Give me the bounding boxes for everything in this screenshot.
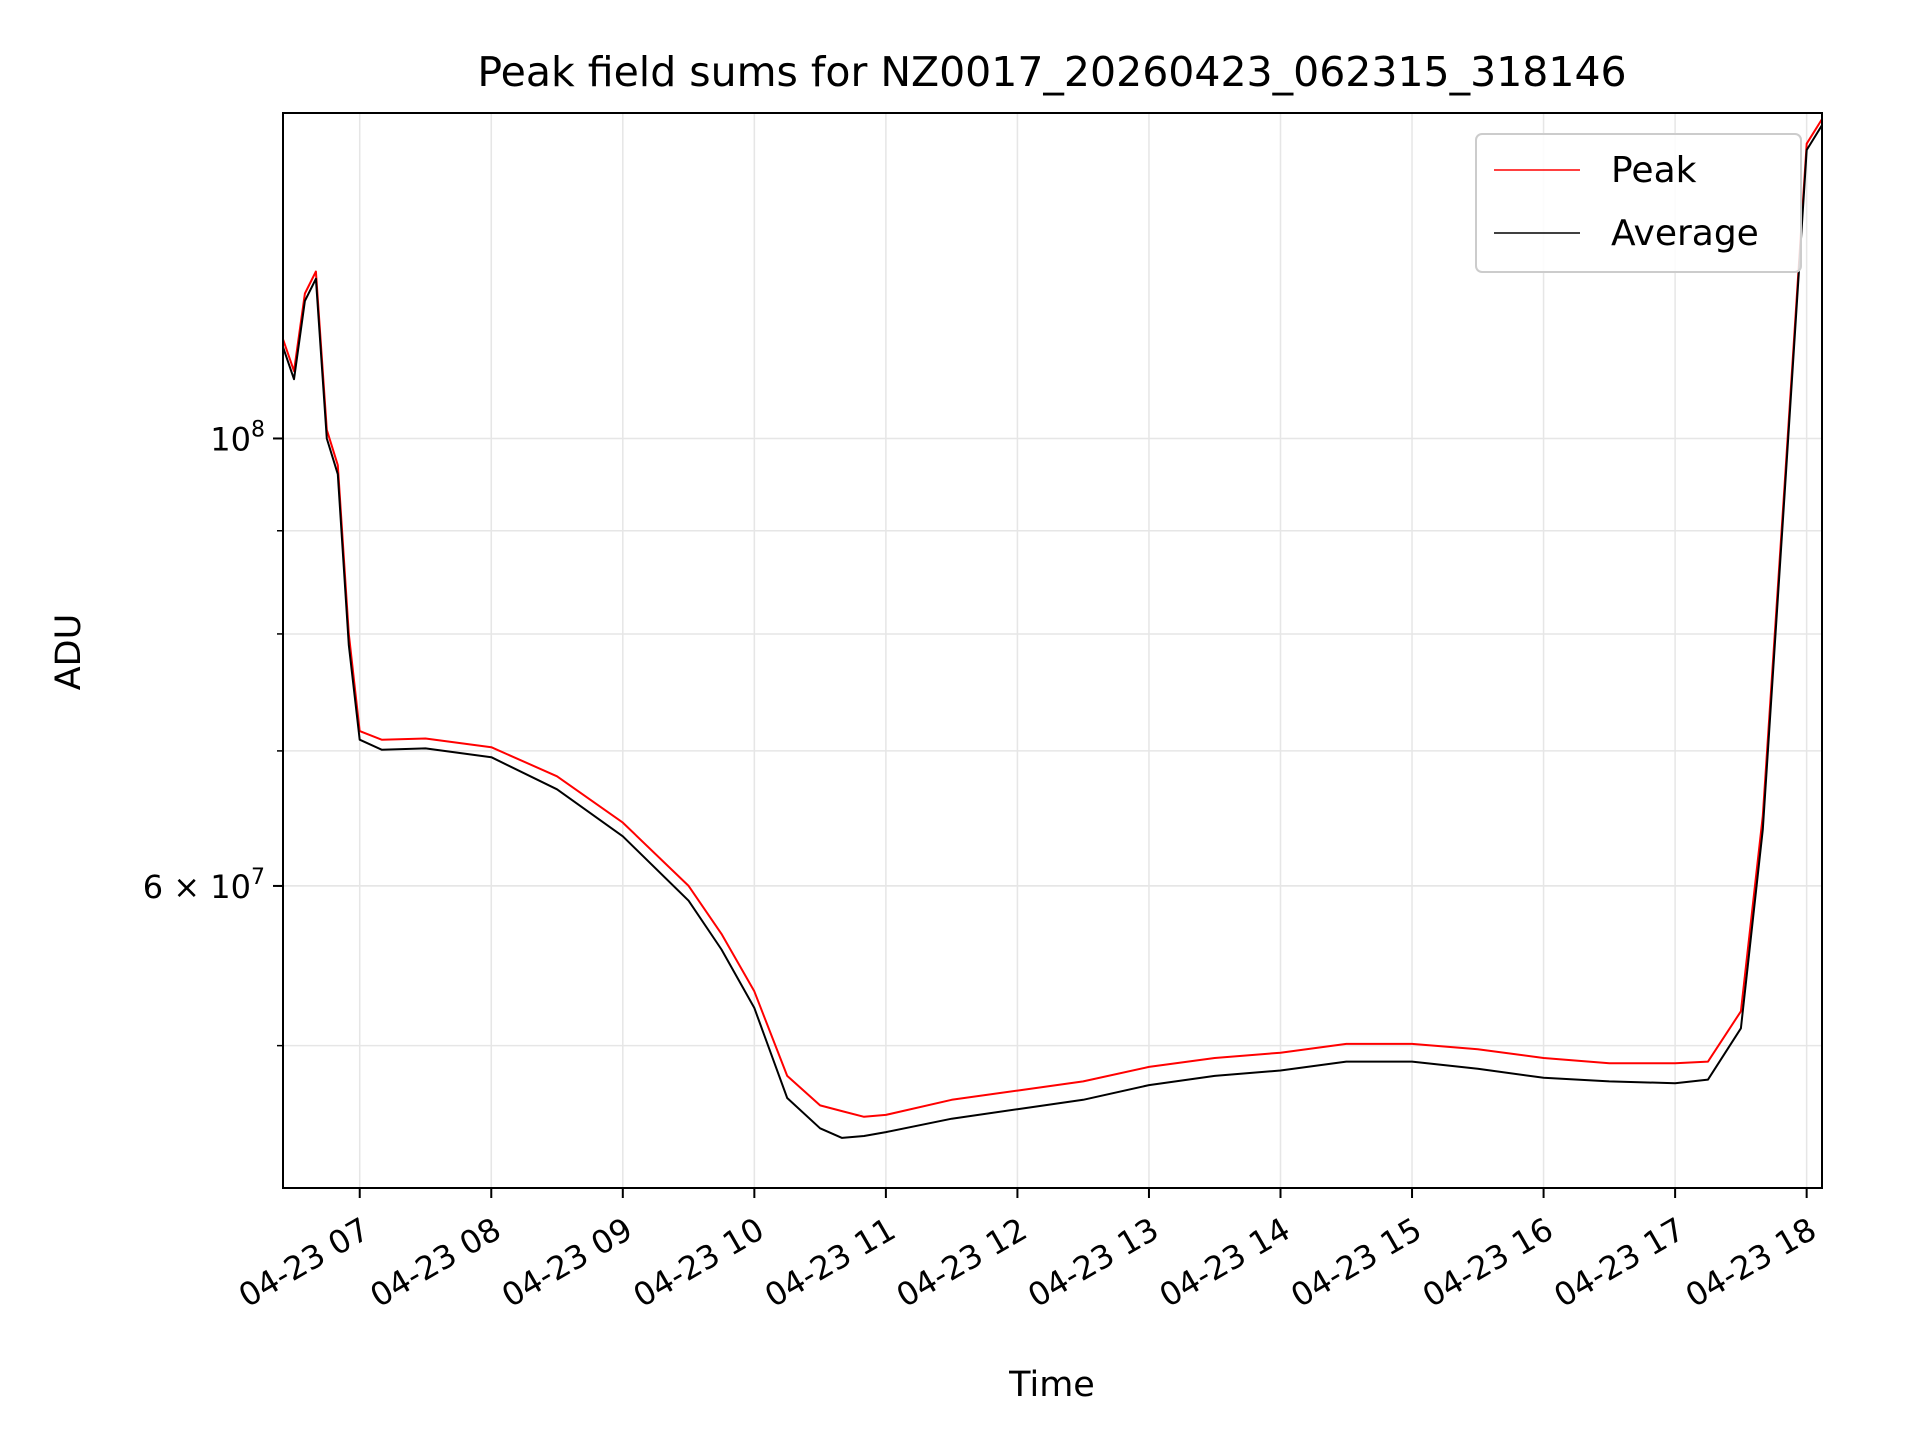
legend-box — [1475, 133, 1802, 273]
x-axis-label: Time — [1008, 1365, 1095, 1405]
legend: Peak Average — [1475, 133, 1802, 273]
y-axis-label: ADU — [49, 614, 89, 691]
y-tick-label: 6 × 107 — [143, 865, 265, 906]
legend-label-average: Average — [1611, 213, 1759, 254]
grid-lines — [283, 113, 1822, 1188]
legend-label-peak: Peak — [1611, 150, 1697, 191]
series-lines — [282, 118, 1823, 1139]
y-tick-label: 108 — [210, 417, 265, 458]
series-line-peak — [282, 118, 1823, 1118]
plot-frame — [282, 112, 1823, 1189]
series-line-average — [282, 124, 1823, 1139]
chart-title: Peak field sums for NZ0017_20260423_0623… — [477, 48, 1626, 96]
